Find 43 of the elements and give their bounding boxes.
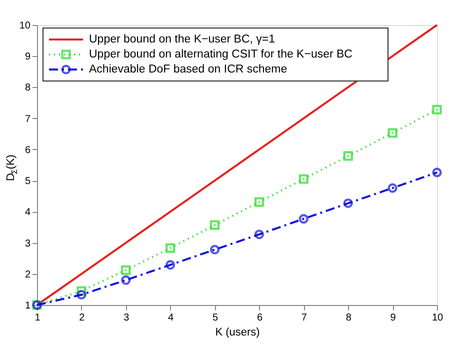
point xyxy=(121,275,131,285)
y-tick-label: 4 xyxy=(24,207,31,218)
y-tick-label: 5 xyxy=(24,176,31,188)
x-tick-label: 1 xyxy=(34,312,41,324)
point xyxy=(388,183,398,193)
point xyxy=(343,151,353,161)
x-tick-label: 2 xyxy=(79,312,86,324)
x-tick-label: 8 xyxy=(346,312,352,324)
x-tick-label: 10 xyxy=(432,312,444,324)
y-tick-label: 8 xyxy=(24,82,31,94)
legend-label: Upper bound on the K−user BC, γ=1 xyxy=(89,34,276,46)
y-tick-label: 7 xyxy=(24,114,31,125)
point xyxy=(432,168,442,178)
x-tick-label: 4 xyxy=(168,312,174,324)
x-tick-label: 7 xyxy=(301,312,308,324)
y-axis-title: DΣ(K) xyxy=(5,154,19,181)
point xyxy=(388,128,398,138)
point xyxy=(210,220,220,230)
point xyxy=(343,198,353,208)
point xyxy=(254,230,264,240)
point xyxy=(298,174,308,184)
x-tick-label: 9 xyxy=(390,312,396,324)
y-tick-label: 1 xyxy=(24,300,31,312)
y-tick-label: 3 xyxy=(24,238,31,250)
point xyxy=(298,214,308,224)
y-tick-label: 10 xyxy=(19,20,31,32)
point xyxy=(432,104,442,114)
x-tick-label: 3 xyxy=(124,312,130,324)
point xyxy=(166,243,176,253)
point xyxy=(166,260,176,270)
point xyxy=(210,244,220,254)
point xyxy=(76,290,86,300)
y-tick-label: 2 xyxy=(24,269,31,280)
point xyxy=(121,265,131,275)
point xyxy=(76,286,86,296)
legend-label: Achievable DoF based on ICR scheme xyxy=(89,64,288,76)
x-axis-title: K (users) xyxy=(215,326,260,338)
x-tick-label: 6 xyxy=(256,312,263,324)
legend-label: Upper bound on alternating CSIT for the K−user BC xyxy=(89,48,352,60)
x-tick-label: 5 xyxy=(212,312,218,324)
y-tick-label: 9 xyxy=(24,52,31,63)
point xyxy=(254,197,264,207)
y-tick-label: 6 xyxy=(24,144,31,156)
